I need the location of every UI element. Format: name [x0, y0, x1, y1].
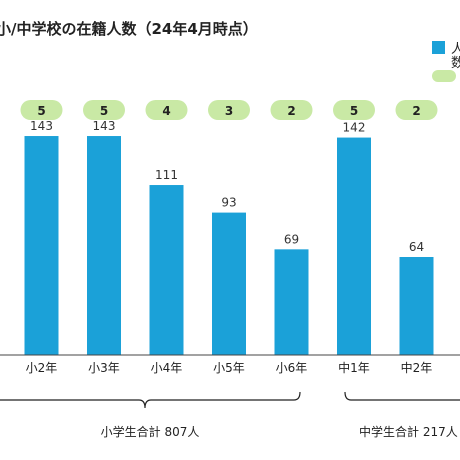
bar-data-label: 111 — [155, 168, 178, 182]
group-label-junior-high: 中学生合計 217人 — [359, 424, 458, 439]
x-tick-label: 中1年 — [338, 360, 370, 375]
class-count-pill — [20, 100, 63, 120]
legend-item-students-continued: 数 — [451, 52, 460, 71]
x-tick-label: 小4年 — [151, 361, 183, 375]
x-tick-label: 小3年 — [88, 361, 120, 375]
bar-data-label: 143 — [30, 119, 53, 133]
class-count-pill — [333, 100, 375, 120]
class-count-label: 5 — [350, 104, 358, 118]
x-tick-label: 小2年 — [26, 361, 58, 375]
bar — [274, 249, 309, 355]
legend-item-classes: ク — [432, 66, 460, 85]
bar — [399, 257, 434, 355]
class-count-label: 5 — [37, 104, 45, 118]
class-count-pill — [145, 100, 188, 120]
bar-data-label: 69 — [284, 232, 299, 246]
class-count-pill — [270, 100, 313, 120]
class-count-label: 3 — [225, 104, 233, 118]
bar — [212, 212, 246, 355]
bar-data-label: 143 — [93, 119, 116, 133]
group-label-elementary: 小学生合計 807人 — [101, 424, 200, 439]
bar — [87, 136, 121, 355]
legend-pill-swatch — [432, 69, 456, 82]
legend-label-students: 人 — [451, 42, 460, 57]
class-count-label: 2 — [287, 104, 295, 118]
legend-label-students-continued: 数 — [451, 56, 460, 71]
bar-data-label: 93 — [221, 196, 236, 210]
x-tick-label: 小6年 — [276, 361, 308, 375]
bar — [24, 136, 59, 355]
class-count-label: 4 — [162, 104, 170, 118]
legend-item-students: 人 — [432, 38, 460, 57]
class-count-pill — [208, 100, 250, 120]
bar-data-label: 64 — [409, 240, 424, 254]
legend-bar-swatch — [432, 41, 445, 54]
chart-title: 小/中学校の在籍人数（24年4月時点） — [0, 20, 258, 38]
elementary-group-bracket — [0, 391, 301, 409]
bar-data-label: 142 — [343, 121, 366, 135]
bar — [337, 137, 371, 355]
class-count-pill — [395, 100, 438, 120]
bar — [149, 185, 184, 355]
x-tick-label: 中2年 — [401, 360, 433, 375]
class-count-label: 5 — [100, 104, 108, 118]
class-count-label: 2 — [412, 104, 420, 118]
x-tick-label: 小5年 — [213, 361, 245, 375]
junior-high-group-bracket — [344, 391, 460, 401]
class-count-pill — [83, 100, 125, 120]
